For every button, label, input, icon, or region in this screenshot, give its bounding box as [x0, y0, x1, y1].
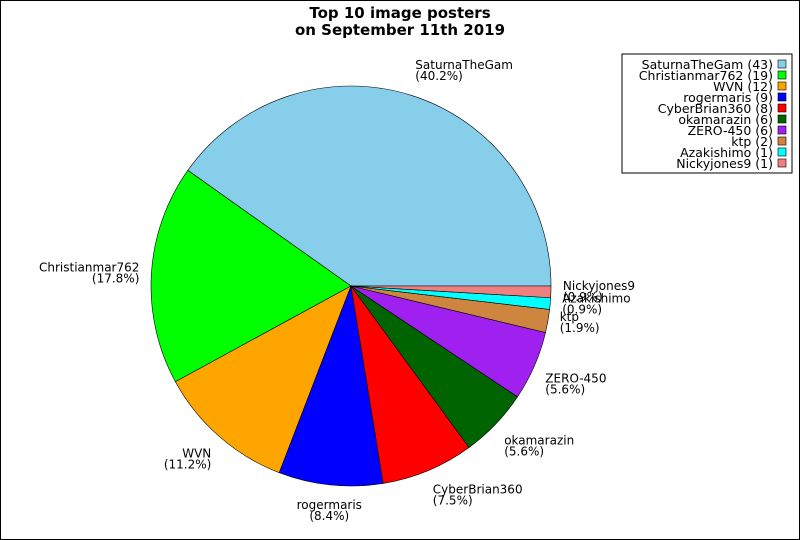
legend-swatch-cyberbrian360 — [777, 103, 787, 113]
slice-percent-cyberbrian360: (7.5%) — [433, 494, 473, 508]
slice-percent-nickyjones9: (0.9%) — [563, 290, 603, 304]
slice-percent-saturnathegam: (40.2%) — [415, 69, 462, 83]
legend-label-okamarazin: okamarazin (6) — [678, 112, 773, 127]
slice-label-ktp: ktp — [560, 310, 579, 324]
slice-percent-zero-450: (5.6%) — [545, 383, 585, 397]
legend-swatch-christianmar762 — [777, 70, 787, 80]
slice-label-rogermaris: rogermaris — [297, 498, 362, 512]
legend-label-wvn: WVN (12) — [713, 79, 773, 94]
slice-christianmar762 — [150, 169, 352, 383]
legend-label-cyberbrian360: CyberBrian360 (8) — [658, 101, 773, 116]
legend-swatch-zero-450 — [777, 125, 787, 135]
slice-saturnathegam — [187, 85, 552, 287]
slice-percent-rogermaris: (8.4%) — [309, 509, 349, 523]
slice-percent-azakishimo: (0.9%) — [562, 303, 602, 317]
slice-rogermaris — [278, 284, 384, 487]
legend-swatch-saturnathegam — [777, 59, 787, 69]
legend-swatch-wvn — [777, 81, 787, 91]
slice-label-zero-450: ZERO-450 — [545, 372, 606, 386]
pie-slices — [150, 85, 552, 487]
slice-label-christianmar762: Christianmar762 — [39, 261, 139, 275]
legend-frame — [621, 53, 793, 174]
pie-labels: SaturnaTheGam(40.2%) Christianmar762(17.8… — [39, 58, 635, 523]
slice-label-nickyjones9: Nickyjones9 — [563, 279, 635, 293]
slice-percent-okamarazin: (5.6%) — [504, 445, 544, 459]
legend-label-christianmar762: Christianmar762 (19) — [639, 68, 773, 83]
legend: SaturnaTheGam (43)Christianmar762 (19)WV… — [621, 53, 793, 174]
legend-swatch-rogermaris — [777, 92, 787, 102]
legend-label-saturnathegam: SaturnaTheGam (43) — [642, 57, 773, 72]
legend-swatch-azakishimo — [777, 147, 787, 157]
slice-percent-ktp: (1.9%) — [560, 321, 600, 335]
slice-percent-wvn: (11.2%) — [164, 458, 211, 472]
legend-swatch-okamarazin — [777, 114, 787, 124]
slice-label-azakishimo: Azakishimo — [562, 292, 630, 306]
legend-label-azakishimo: Azakishimo (1) — [680, 145, 773, 160]
legend-label-rogermaris: rogermaris (9) — [683, 90, 773, 105]
chart-title-line-1: Top 10 image posters — [309, 4, 490, 22]
legend-label-zero-450: ZERO-450 (6) — [688, 123, 773, 138]
chart-title-line-2: on September 11th 2019 — [295, 21, 505, 39]
slice-label-cyberbrian360: CyberBrian360 — [433, 483, 523, 497]
slice-wvn — [174, 285, 352, 474]
legend-label-nickyjones9: Nickyjones9 (1) — [676, 156, 773, 171]
slice-label-okamarazin: okamarazin — [504, 434, 574, 448]
legend-swatch-nickyjones9 — [777, 158, 787, 168]
slice-nickyjones9 — [350, 285, 552, 299]
slice-label-saturnathegam: SaturnaTheGam — [415, 58, 513, 72]
slice-label-wvn: WVN — [182, 447, 211, 461]
slice-percent-christianmar762: (17.8%) — [92, 272, 139, 286]
legend-swatch-ktp — [777, 136, 787, 146]
legend-label-ktp: ktp (2) — [731, 134, 773, 149]
